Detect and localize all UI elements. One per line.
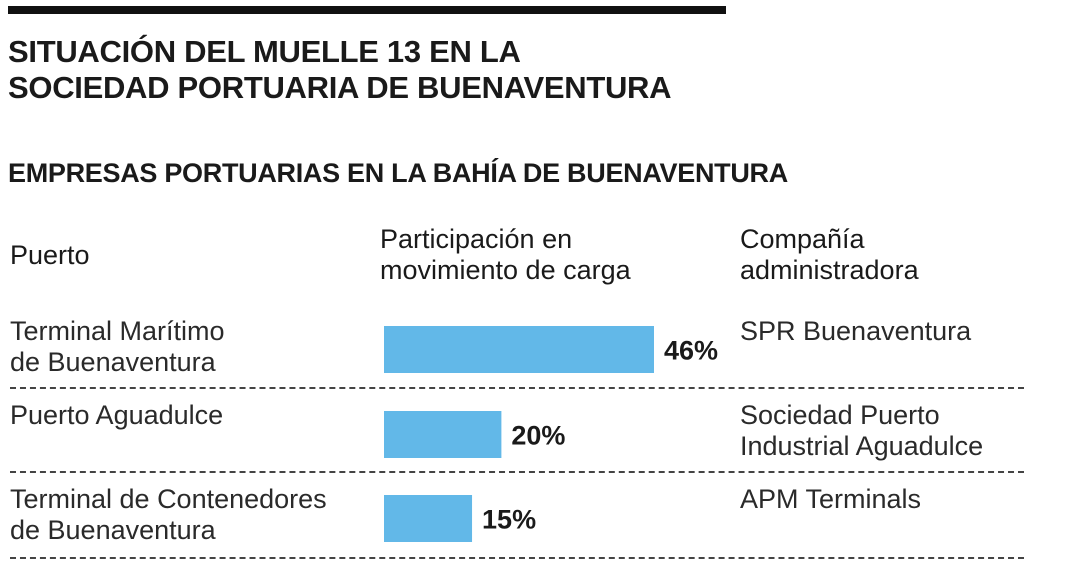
bar-row-3 [384,495,473,542]
row-1-port-line-2: de Buenaventura [10,347,216,377]
main-title-line-2: SOCIEDAD PORTUARIA DE BUENAVENTURA [8,70,672,105]
bar-label-row-3: 15% [482,505,536,535]
row-3-port-line-2: de Buenaventura [10,515,216,545]
column-header-share-line-2: movimiento de carga [380,255,631,285]
main-title-line-1: SITUACIÓN DEL MUELLE 13 EN LA [8,34,521,69]
chart-title: EMPRESAS PORTUARIAS EN LA BAHÍA DE BUENA… [8,158,788,188]
row-divider-1 [10,387,1024,389]
row-2-port-line-1: Puerto Aguadulce [10,400,224,430]
column-header-company-line-2: administradora [740,255,919,285]
row-3-company-line-1: APM Terminals [740,484,922,514]
column-header-share: Participación en movimiento de carga [380,224,631,286]
row-2-company-line-2: Industrial Aguadulce [740,431,984,461]
row-1-port: Terminal Marítimo de Buenaventura [10,316,225,378]
column-header-company-line-1: Compañía [740,224,865,254]
row-3-port: Terminal de Contenedores de Buenaventura [10,484,327,546]
row-1-company-line-1: SPR Buenaventura [740,316,972,346]
row-2-company-line-1: Sociedad Puerto [740,400,940,430]
row-2-port: Puerto Aguadulce [10,400,223,431]
row-divider-3 [10,557,1024,559]
column-header-share-line-1: Participación en [380,224,573,254]
column-header-port: Puerto [10,240,90,271]
row-divider-2 [10,471,1024,473]
column-header-port-line-1: Puerto [10,240,90,270]
row-1-company: SPR Buenaventura [740,316,971,347]
column-header-company: Compañía administradora [740,224,919,286]
main-title: SITUACIÓN DEL MUELLE 13 EN LA SOCIEDAD P… [8,34,672,106]
row-1-port-line-1: Terminal Marítimo [10,316,225,346]
bar-label-row-1: 46% [664,336,718,366]
bar-row-1 [384,326,654,373]
row-3-company: APM Terminals [740,484,921,515]
row-3-port-line-1: Terminal de Contenedores [10,484,327,514]
row-2-company: Sociedad Puerto Industrial Aguadulce [740,400,983,462]
bar-label-row-2: 20% [511,421,565,451]
top-rule [8,6,726,14]
bar-row-2 [384,411,502,458]
